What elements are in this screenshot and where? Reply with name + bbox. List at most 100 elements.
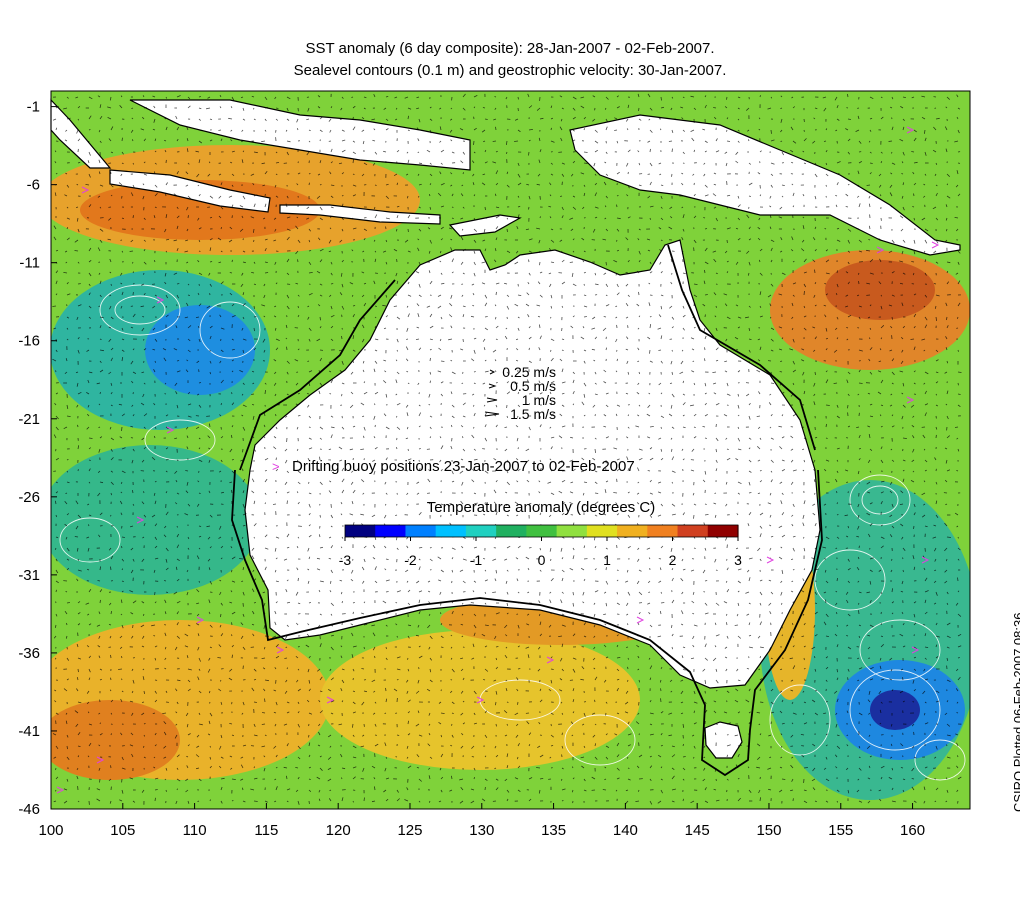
- velocity-arrow: [737, 414, 740, 417]
- velocity-arrow: [440, 316, 443, 320]
- velocity-arrow: [637, 238, 640, 241]
- velocity-arrow: [261, 723, 266, 725]
- velocity-arrow: [614, 733, 618, 736]
- velocity-arrow: [385, 96, 389, 98]
- velocity-arrow: [429, 635, 433, 640]
- velocity-arrow: [956, 668, 959, 672]
- velocity-arrow: [231, 392, 233, 395]
- velocity-arrow: [461, 733, 464, 736]
- velocity-arrow: [209, 745, 211, 748]
- velocity-arrow: [141, 701, 145, 703]
- velocity-arrow: [824, 283, 827, 285]
- velocity-arrow: [704, 95, 707, 98]
- velocity-arrow: [186, 481, 189, 486]
- velocity-arrow: [693, 413, 697, 417]
- velocity-arrow: [714, 514, 717, 518]
- velocity-arrow: [572, 206, 577, 210]
- velocity-arrow: [460, 236, 464, 241]
- velocity-arrow: [77, 612, 81, 615]
- velocity-arrow: [538, 347, 541, 351]
- velocity-arrow: [164, 657, 167, 660]
- velocity-arrow: [538, 600, 541, 604]
- velocity-arrow: [550, 127, 552, 131]
- velocity-arrow: [484, 370, 489, 373]
- velocity-arrow: [121, 151, 124, 155]
- velocity-arrow: [605, 294, 608, 297]
- velocity-arrow: [119, 500, 123, 505]
- velocity-arrow: [471, 358, 475, 362]
- velocity-arrow: [825, 327, 828, 332]
- velocity-arrow: [340, 645, 343, 648]
- velocity-arrow: [681, 237, 684, 241]
- velocity-arrow: [275, 580, 279, 583]
- velocity-arrow: [877, 391, 882, 395]
- velocity-arrow: [572, 107, 576, 111]
- velocity-arrow: [934, 547, 937, 552]
- velocity-arrow: [286, 305, 290, 310]
- velocity-arrow: [319, 456, 321, 461]
- velocity-arrow: [682, 512, 685, 516]
- velocity-arrow: [902, 622, 905, 626]
- velocity-arrow: [913, 193, 915, 197]
- velocity-arrow: [550, 261, 555, 263]
- velocity-arrow: [54, 150, 57, 153]
- velocity-arrow: [923, 349, 926, 352]
- velocity-arrow: [957, 536, 959, 539]
- velocity-arrow: [812, 503, 816, 506]
- sealevel-contour: [861, 485, 899, 515]
- velocity-arrow: [407, 214, 411, 219]
- velocity-arrow: [671, 599, 675, 604]
- velocity-arrow: [737, 404, 740, 409]
- velocity-arrow: [176, 225, 179, 230]
- velocity-arrow: [737, 492, 741, 495]
- velocity-arrow: [428, 270, 431, 274]
- velocity-arrow: [451, 723, 453, 726]
- velocity-arrow: [143, 217, 146, 220]
- velocity-arrow: [416, 96, 420, 99]
- velocity-arrow: [141, 601, 145, 604]
- velocity-arrow: [450, 294, 453, 299]
- velocity-arrow: [97, 95, 101, 98]
- velocity-arrow: [286, 500, 288, 505]
- velocity-arrow: [99, 280, 102, 285]
- velocity-arrow: [625, 272, 629, 274]
- velocity-arrow: [702, 128, 706, 131]
- velocity-arrow: [780, 140, 783, 143]
- velocity-arrow: [484, 710, 488, 714]
- velocity-arrow: [88, 371, 93, 374]
- velocity-arrow: [858, 369, 861, 373]
- velocity-arrow: [891, 525, 895, 529]
- velocity-arrow: [428, 250, 431, 254]
- velocity-arrow: [241, 272, 244, 276]
- velocity-arrow: [638, 250, 641, 255]
- velocity-arrow: [143, 107, 147, 109]
- velocity-arrow: [415, 271, 420, 274]
- velocity-arrow: [352, 711, 356, 714]
- velocity-arrow: [735, 304, 739, 307]
- velocity-arrow: [286, 533, 290, 538]
- velocity-arrow: [778, 326, 783, 329]
- velocity-arrow: [319, 206, 323, 211]
- velocity-arrow: [308, 524, 311, 527]
- velocity-arrow: [769, 316, 772, 319]
- velocity-arrow: [484, 294, 488, 299]
- velocity-arrow: [341, 195, 344, 197]
- velocity-arrow: [130, 612, 134, 615]
- velocity-arrow: [185, 712, 189, 717]
- velocity-arrow: [428, 403, 431, 406]
- velocity-arrow: [429, 313, 433, 318]
- velocity-arrow: [625, 118, 629, 122]
- velocity-arrow: [550, 656, 553, 659]
- velocity-arrow: [66, 316, 70, 319]
- velocity-arrow: [660, 392, 663, 395]
- velocity-arrow: [713, 392, 717, 395]
- velocity-arrow: [75, 525, 79, 530]
- velocity-arrow: [349, 513, 354, 516]
- velocity-arrow: [198, 535, 202, 538]
- velocity-arrow: [473, 337, 477, 340]
- velocity-arrow: [318, 699, 321, 703]
- velocity-arrow: [318, 723, 321, 727]
- velocity-arrow: [373, 206, 376, 210]
- velocity-arrow: [273, 217, 277, 220]
- velocity-arrow: [647, 336, 651, 340]
